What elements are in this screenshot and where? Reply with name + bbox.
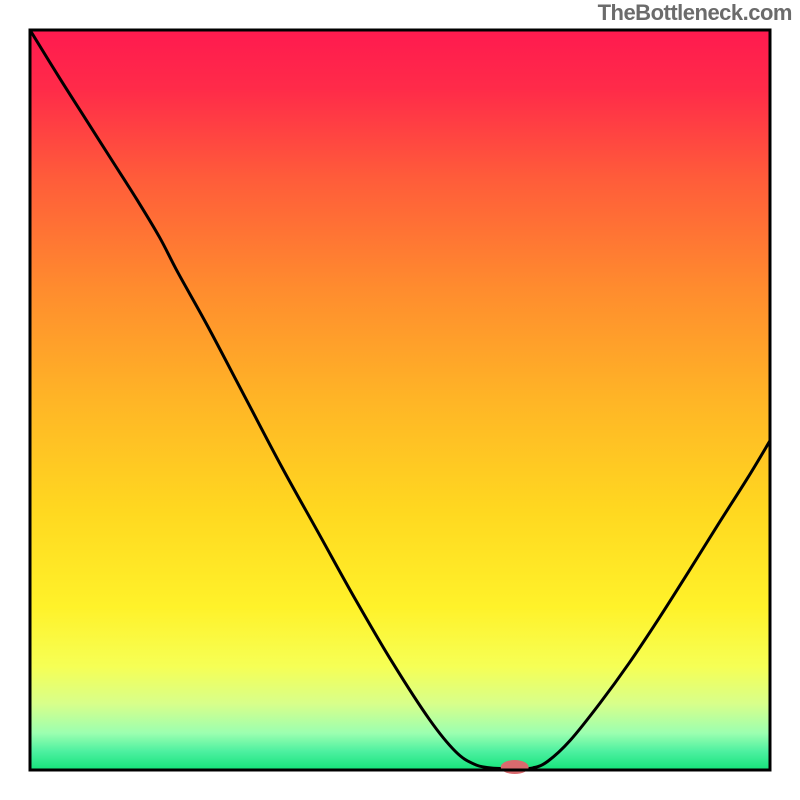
watermark-text: TheBottleneck.com (598, 0, 792, 26)
chart-container: TheBottleneck.com (0, 0, 800, 800)
bottleneck-marker (501, 760, 529, 774)
plot-area (30, 30, 770, 774)
gradient-background (30, 30, 770, 770)
bottleneck-chart (0, 0, 800, 800)
